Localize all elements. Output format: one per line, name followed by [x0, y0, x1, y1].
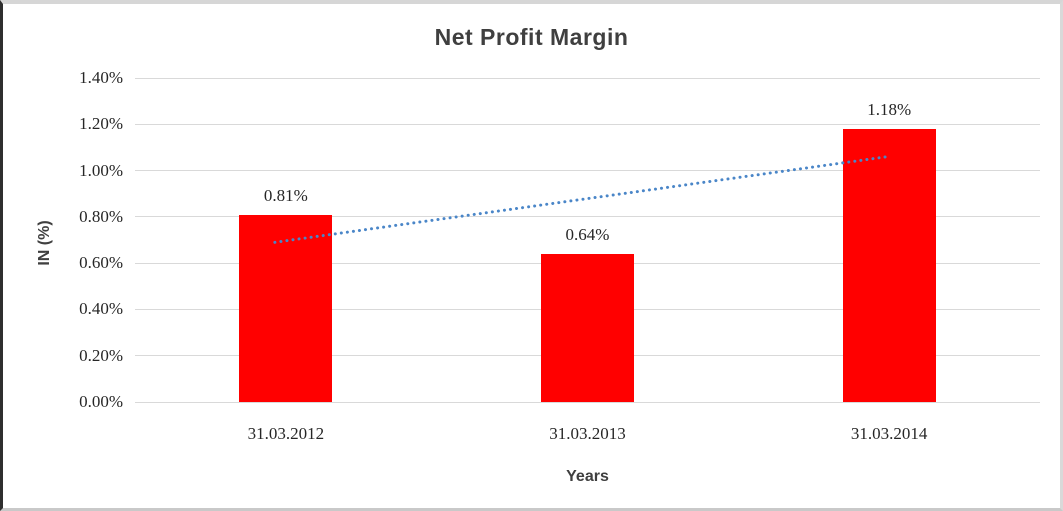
x-tick-label: 31.03.2012 — [247, 424, 325, 443]
gridline — [135, 77, 1040, 79]
trendline — [273, 155, 889, 244]
x-tick-label: 31.03.2013 — [549, 424, 626, 443]
x-axis-title: Years — [566, 468, 609, 485]
y-tick-label: 1.20% — [79, 114, 123, 134]
bar-data-label: 1.18% — [867, 99, 912, 119]
y-tick-label: 1.00% — [79, 160, 123, 180]
bar — [541, 253, 634, 402]
y-tick-label: 0.60% — [79, 253, 123, 273]
x-axis-tick-labels: 31.03.2012 31.03.2013 31.03.2014 — [135, 424, 1040, 448]
x-tick-label: 31.03.2014 — [850, 424, 928, 443]
y-tick-label: 0.00% — [79, 392, 123, 411]
bar — [239, 214, 333, 402]
bar-data-label: 0.81% — [263, 185, 308, 205]
plot-area: 0.81% 0.64% 1.18% — [135, 77, 1040, 403]
y-tick-label: 0.80% — [79, 206, 123, 226]
gridline — [135, 123, 1040, 125]
y-tick-label: 1.40% — [79, 68, 123, 87]
bar — [842, 128, 936, 402]
y-axis-tick-labels: 1.40% 1.20% 1.00% 0.80% 0.60% 0.40% 0.20% 0.00% — [31, 68, 123, 411]
bar-data-label: 0.64% — [565, 224, 610, 244]
y-tick-label: 0.40% — [79, 299, 123, 319]
y-tick-label: 0.20% — [79, 345, 123, 365]
chart-title: Net Profit Margin — [434, 24, 629, 50]
gridline — [135, 170, 1040, 172]
gridline — [135, 216, 1040, 218]
gridline — [135, 401, 1040, 403]
